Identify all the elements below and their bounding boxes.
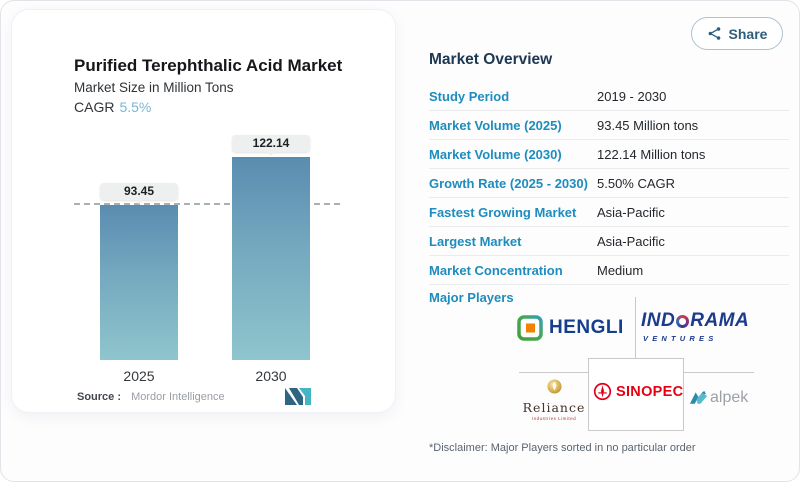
players-divider-horizontal-left [519,372,588,373]
table-row: Market Volume (2030) 122.14 Million tons [429,140,789,169]
chart-card: Purified Terephthalic Acid Market Market… [11,9,396,413]
row-label: Growth Rate (2025 - 2030) [429,175,588,191]
alpek-emblem-icon [689,390,708,407]
overview-title: Market Overview [429,51,553,68]
row-value: 2019 - 2030 [597,88,667,104]
mordor-intelligence-logo-icon [285,388,311,410]
row-label: Market Concentration [429,262,563,278]
indorama-logo: IND RAMA VENTURES [641,310,749,343]
row-label: Market Volume (2030) [429,146,562,162]
hengli-emblem-icon [517,315,543,341]
share-button[interactable]: Share [691,17,783,50]
sinopec-emblem-icon [593,382,612,401]
players-divider-vertical [635,297,636,358]
indorama-subname: VENTURES [643,334,718,343]
source-row: Source : Mordor Intelligence [77,391,225,403]
cagr-label: CAGR [74,99,115,115]
reference-dashed-line [74,202,340,205]
bar-value-label-2025: 93.45 [100,182,178,204]
chart-subtitle: Market Size in Million Tons [74,80,234,95]
chart-title: Purified Terephthalic Acid Market [74,56,343,75]
alpek-logo: alpek [689,389,748,407]
players-divider-horizontal-right [684,372,754,373]
row-label: Largest Market [429,233,522,249]
table-row: Market Volume (2025) 93.45 Million tons [429,111,789,140]
source-label: Source : [77,391,122,403]
table-row: Growth Rate (2025 - 2030) 5.50% CAGR [429,169,789,198]
table-row: Largest Market Asia-Pacific [429,227,789,256]
hengli-name: HENGLI [549,317,624,338]
row-value: Asia-Pacific [597,233,665,249]
x-axis-label-2025: 2025 [123,368,155,384]
bar-value-label-2030: 122.14 [232,135,310,156]
row-label: Market Volume (2025) [429,117,562,133]
row-value: 5.50% CAGR [597,175,676,191]
cagr-value: 5.5% [119,99,152,115]
indorama-name-post: RAMA [690,310,750,331]
major-players-label: Major Players [429,290,514,305]
row-label: Study Period [429,88,510,104]
bar-2025 [100,204,178,360]
reliance-name: Reliance [522,400,586,415]
table-row: Study Period 2019 - 2030 [429,82,789,111]
reliance-emblem-icon [546,379,562,398]
x-axis-label-2030: 2030 [255,368,287,384]
row-value: 122.14 Million tons [597,146,706,162]
cagr-line: CAGR 5.5% [74,99,151,115]
disclaimer-text: *Disclaimer: Major Players sorted in no … [429,442,696,454]
row-value: Medium [597,262,644,278]
table-row: Fastest Growing Market Asia-Pacific [429,198,789,227]
bar-2030 [232,157,310,360]
overview-table: Study Period 2019 - 2030 Market Volume (… [429,82,789,285]
indorama-o-ring-icon [676,314,690,328]
reliance-logo: Reliance Industries Limited [522,379,586,421]
source-value: Mordor Intelligence [131,391,225,403]
sinopec-logo: SINOPEC [593,382,683,401]
table-row: Market Concentration Medium [429,256,789,285]
row-value: 93.45 Million tons [597,117,699,133]
indorama-name-pre: IND [641,310,676,331]
alpek-name: alpek [710,389,749,406]
indorama-name: IND RAMA [641,310,749,332]
row-value: Asia-Pacific [597,204,665,220]
row-label: Fastest Growing Market [429,204,577,220]
share-icon [707,26,722,41]
hengli-logo: HENGLI [517,315,624,341]
sinopec-name: SINOPEC [616,383,684,400]
share-button-label: Share [728,25,768,42]
reliance-subname: Industries Limited [531,416,577,421]
sinopec-logo-box [588,358,684,431]
